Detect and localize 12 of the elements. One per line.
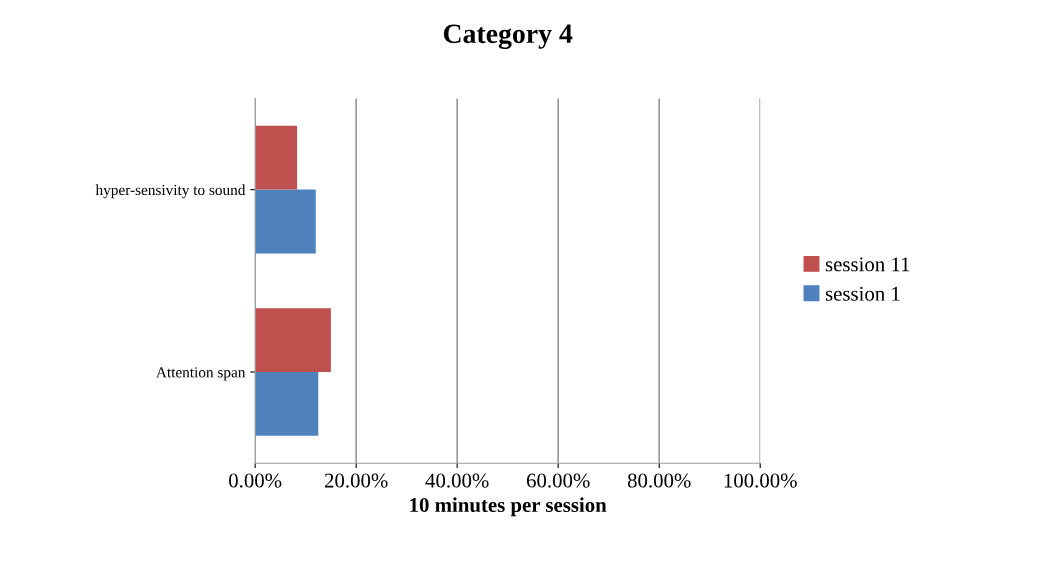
legend-label: session 11: [825, 257, 910, 272]
chart-title: Category 4: [443, 24, 573, 50]
x-tick-label: 60.00%: [526, 473, 590, 488]
y-tick-label: Attention span: [156, 367, 246, 381]
x-tick-label: 20.00%: [324, 473, 388, 488]
x-tick-label: 80.00%: [627, 473, 691, 488]
y-tick-label: hyper-sensivity to sound: [95, 184, 246, 199]
x-tick-label: 0.00%: [229, 473, 282, 488]
x-tick-label: 100.00%: [724, 473, 797, 488]
x-tick-label: 40.00%: [425, 473, 489, 488]
x-axis-title: 10 minutes per session: [410, 497, 607, 517]
legend-label: session 1: [825, 286, 900, 301]
